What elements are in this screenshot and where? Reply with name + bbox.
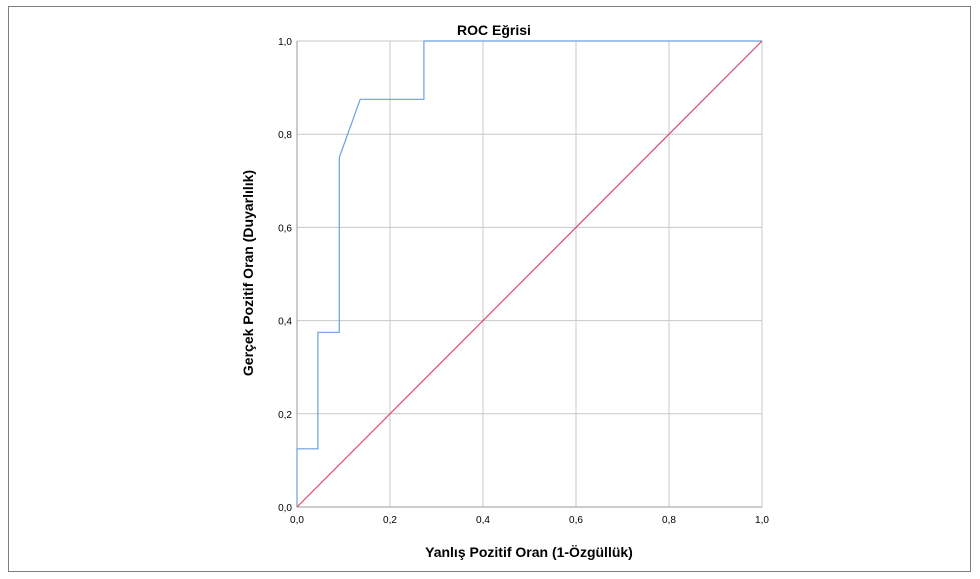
y-tick-label: 1,0 [278,37,292,48]
x-tick-label: 0,8 [662,515,676,526]
ticks: 0,0 0,2 0,4 0,6 0,8 1,0 0,0 0,2 0,4 0,6 0,8 1,0 [278,37,769,526]
x-tick-label: 1,0 [755,515,769,526]
x-tick-label: 0,6 [569,515,583,526]
chart-title: ROC Eğrisi [457,22,531,38]
x-tick-label: 0,2 [383,515,397,526]
x-axis-label: Yanlış Pozitif Oran (1-Özgüllük) [425,544,633,560]
x-tick-label: 0,4 [476,515,490,526]
y-tick-label: 0,2 [278,410,292,421]
y-tick-label: 0,0 [278,503,292,514]
y-tick-label: 0,6 [278,223,292,234]
y-tick-label: 0,8 [278,130,292,141]
x-tick-label: 0,0 [290,515,304,526]
roc-curve-line [296,40,762,507]
reference-diagonal-line [296,40,763,508]
y-tick-label: 0,4 [278,317,292,328]
y-axis-label: Gerçek Pozitif Oran (Duyarlılık) [240,170,256,376]
plot-area [296,40,763,508]
